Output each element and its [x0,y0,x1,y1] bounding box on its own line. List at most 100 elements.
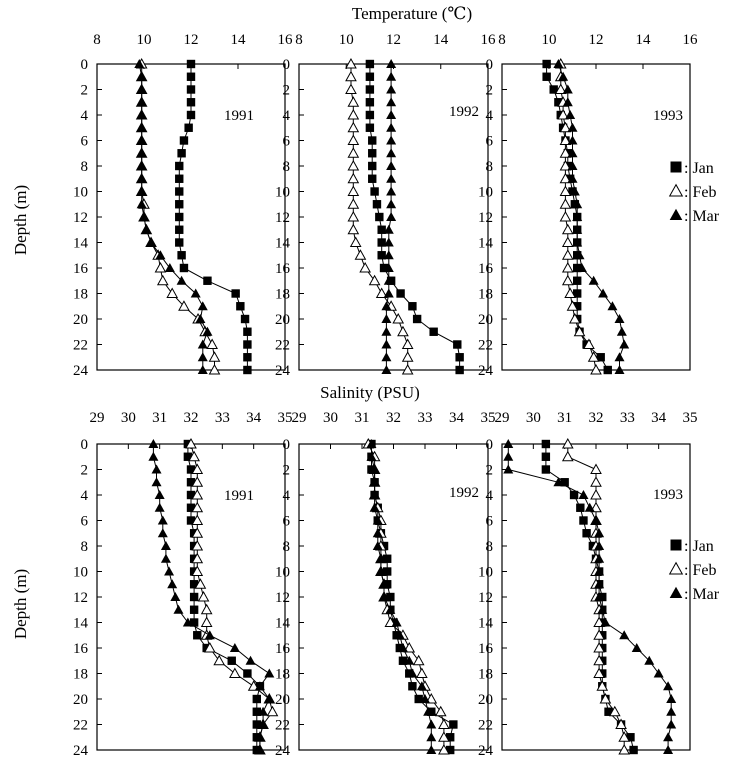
point-feb [573,325,586,337]
point-mar [567,148,578,158]
point-jan [408,682,417,691]
point-jan [184,123,193,132]
depth-tick-label: 2 [283,83,291,99]
depth-tick-label: 12 [73,210,88,226]
depth-tick-label: 6 [486,514,494,530]
point-feb [401,338,414,349]
year-label-1991: 1991 [224,488,254,504]
x-tick-label: 10 [137,32,152,48]
point-mar [136,110,147,119]
depth-tick-label: 22 [73,338,88,354]
x-tick-label: 35 [683,410,698,426]
point-mar [572,237,583,247]
point-mar [176,275,187,285]
point-mar [154,502,165,512]
point-jan [236,302,245,311]
point-jan [542,59,551,69]
depth-tick-label: 4 [283,488,291,504]
point-mar [572,199,583,209]
point-jan [186,72,196,81]
point-mar [254,681,265,691]
point-feb [559,147,572,158]
point-jan [541,465,551,474]
x-tick-label: 14 [433,32,449,48]
point-mar [197,339,208,349]
point-feb [347,172,360,184]
point-jan [554,98,563,107]
point-feb [247,680,260,691]
x-tick-label: 34 [449,410,465,426]
x-tick-label: 16 [481,32,497,48]
point-mar [386,173,397,183]
point-feb [438,718,450,729]
point-jan [573,263,582,273]
point-mar [666,719,677,729]
point-feb [359,261,371,273]
x-tick-label: 12 [386,32,401,48]
point-mar [386,212,397,221]
point-feb [561,249,574,260]
point-jan [175,238,184,247]
point-feb [561,236,574,247]
legend-label: : Jan [684,538,714,555]
point-mar [136,173,147,183]
point-jan [396,289,405,298]
point-jan [395,643,404,653]
point-feb [608,705,621,717]
point-feb [618,731,631,742]
point-jan [573,302,582,311]
salinity-depth-axis-title: Depth (m) [11,569,30,639]
point-jan [365,98,375,107]
depth-tick-label: 4 [486,488,494,504]
depth-tick-label: 2 [486,83,494,99]
point-jan [243,669,252,678]
x-tick-label: 14 [636,32,652,48]
point-mar [567,173,578,183]
point-feb [559,159,572,171]
depth-tick-label: 2 [81,463,89,479]
depth-tick-label: 16 [73,641,89,657]
point-mar [197,301,208,311]
point-feb [354,249,367,260]
point-jan [243,327,252,336]
point-mar [160,541,171,550]
point-mar [379,579,390,589]
depth-tick-label: 14 [478,236,494,252]
depth-tick-label: 16 [275,261,291,277]
point-jan [365,59,375,69]
x-tick-label: 10 [542,32,557,48]
salinity-section-title: Salinity (PSU) [320,383,420,402]
series-line-jan [545,444,635,751]
point-mar [386,84,397,94]
point-feb [347,96,360,107]
point-feb [559,134,572,145]
point-mar [375,566,386,576]
x-tick-label: 35 [278,410,293,426]
depth-tick-label: 18 [73,667,88,683]
point-mar [204,630,215,640]
depth-tick-label: 8 [81,159,89,175]
point-mar [381,301,392,311]
point-jan [377,251,386,260]
point-jan [386,592,395,602]
depth-tick-label: 2 [283,463,291,479]
legend-marker-square [670,161,682,173]
point-mar [619,630,630,640]
depth-tick-label: 20 [275,692,290,708]
point-mar [594,553,605,563]
point-mar [600,617,611,627]
legend-marker-triangle-open [668,183,684,197]
point-mar [391,617,402,627]
point-jan [541,439,551,449]
temperature-depth-axis-title: Depth (m) [11,185,30,255]
point-feb [185,437,197,449]
point-jan [383,567,392,576]
point-mar [663,732,674,742]
point-jan [189,580,199,589]
x-tick-label: 16 [278,32,294,48]
point-feb [191,501,204,513]
depth-tick-label: 22 [478,338,493,354]
point-jan [383,554,392,563]
